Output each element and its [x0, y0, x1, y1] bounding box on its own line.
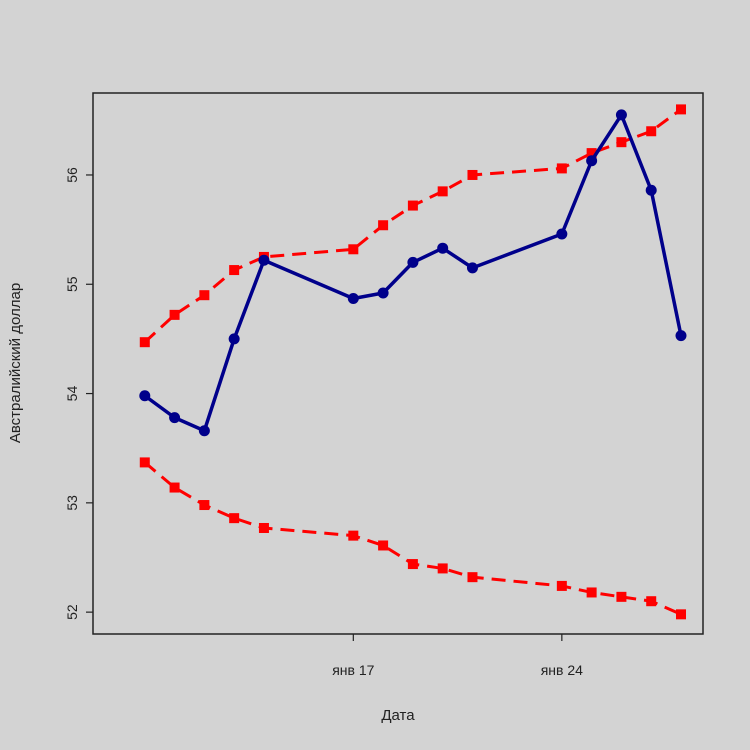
data-point [467, 572, 478, 583]
data-point [258, 522, 269, 533]
y-tick-label: 52 [64, 604, 80, 620]
data-point [676, 104, 686, 115]
series-1 [139, 104, 686, 348]
data-point [616, 591, 627, 602]
series-0 [139, 109, 687, 437]
data-point [347, 292, 359, 304]
data-point [378, 540, 389, 551]
data-point [437, 242, 449, 254]
data-point [169, 412, 181, 424]
data-point [645, 184, 657, 196]
series-line [143, 461, 682, 616]
data-point [169, 309, 180, 320]
x-axis: янв 17 янв 24 [332, 634, 583, 678]
data-point [229, 265, 240, 276]
data-point [556, 580, 567, 591]
data-point [228, 333, 240, 345]
data-point [467, 169, 478, 180]
data-point [407, 200, 418, 211]
series-line [143, 113, 683, 433]
series-layer [139, 104, 687, 620]
data-point [586, 587, 597, 598]
data-point [586, 148, 597, 159]
data-point [675, 330, 687, 342]
data-point [139, 390, 151, 402]
data-point [437, 563, 448, 574]
data-point [437, 186, 448, 197]
data-point [139, 457, 150, 468]
y-tick-label: 53 [64, 495, 80, 511]
data-point [646, 126, 657, 137]
y-tick-label: 56 [64, 167, 80, 183]
data-point [377, 287, 389, 299]
data-point [676, 609, 686, 620]
data-point [348, 530, 359, 541]
y-tick-label: 55 [64, 276, 80, 292]
data-point [199, 500, 210, 511]
data-point [556, 228, 568, 240]
data-point [139, 337, 150, 348]
data-point [378, 220, 389, 231]
data-point [169, 482, 180, 493]
data-point [466, 262, 478, 274]
x-tick-label: янв 24 [541, 662, 583, 678]
data-point [198, 425, 210, 437]
data-point [348, 244, 359, 255]
y-axis: 52 53 54 55 56 [64, 167, 93, 620]
data-point [556, 163, 567, 174]
data-point [407, 256, 419, 268]
x-tick-label: янв 17 [332, 662, 374, 678]
data-point [586, 155, 598, 167]
series-2 [139, 457, 686, 620]
data-point [615, 109, 627, 121]
plot-box [92, 92, 704, 635]
data-point [646, 596, 657, 607]
data-point [616, 137, 627, 148]
data-point [229, 513, 240, 524]
data-point [407, 559, 418, 570]
y-tick-label: 54 [64, 386, 80, 402]
data-point [199, 290, 210, 301]
x-axis-label: Дата [381, 707, 415, 724]
y-axis-label: Австралийский доллар [7, 283, 24, 443]
data-point [258, 254, 270, 266]
